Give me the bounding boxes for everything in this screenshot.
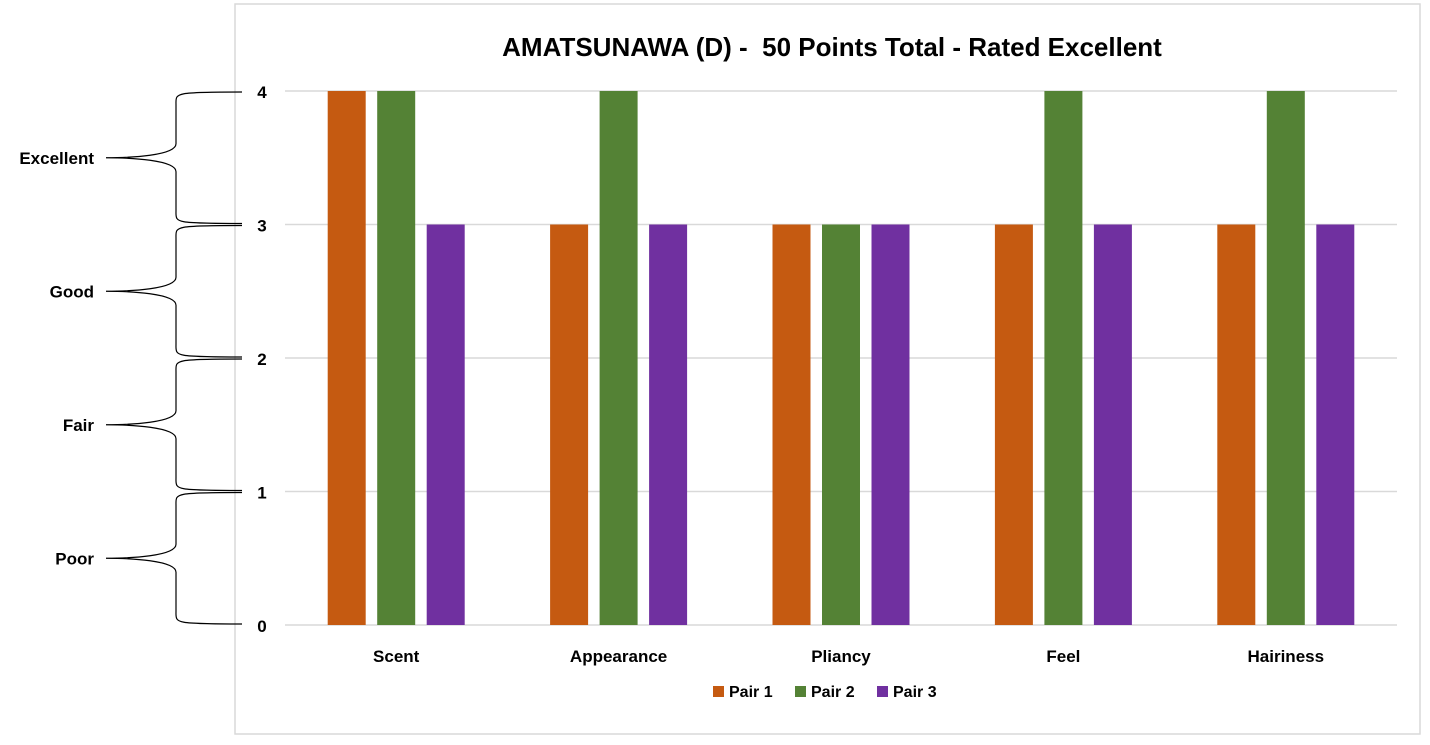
bar-feel-pair-3	[1093, 224, 1132, 625]
bar-scent-pair-2	[377, 91, 416, 625]
bar-scent-pair-3	[426, 224, 465, 625]
band-label-poor: Poor	[55, 549, 94, 568]
bar-pliancy-pair-1	[772, 224, 811, 625]
legend-label: Pair 1	[729, 684, 773, 701]
bar-hairiness-pair-3	[1316, 224, 1355, 625]
bar-appearance-pair-3	[649, 224, 688, 625]
y-tick-label: 0	[257, 617, 266, 636]
y-tick-label: 1	[257, 484, 266, 503]
x-axis-tick-labels: Scent Appearance Pliancy Feel Hairiness	[373, 647, 1324, 666]
x-tick-label: Pliancy	[811, 647, 871, 666]
bar-pliancy-pair-3	[871, 224, 910, 625]
y-tick-label: 2	[257, 350, 266, 369]
x-tick-label: Appearance	[570, 647, 667, 666]
brace-poor	[105, 491, 243, 625]
bar-hairiness-pair-1	[1217, 224, 1256, 625]
bar-feel-pair-1	[994, 224, 1033, 625]
y-tick-label: 4	[257, 83, 267, 102]
brace-fair	[105, 358, 243, 492]
band-label-good: Good	[50, 282, 94, 301]
legend-swatch-pair-3	[877, 686, 888, 697]
legend-swatch-pair-2	[795, 686, 806, 697]
x-tick-label: Hairiness	[1248, 647, 1325, 666]
y-axis-tick-labels: 0 1 2 3 4	[257, 83, 267, 636]
y-tick-label: 3	[257, 217, 266, 236]
brace-good	[105, 224, 243, 358]
legend-label: Pair 3	[893, 684, 937, 701]
bar-scent-pair-1	[327, 91, 366, 625]
rating-bands: Excellent Good Fair Poor	[19, 91, 243, 625]
bar-hairiness-pair-2	[1266, 91, 1305, 625]
x-tick-label: Feel	[1046, 647, 1080, 666]
bar-appearance-pair-2	[599, 91, 638, 625]
band-label-excellent: Excellent	[19, 149, 94, 168]
bar-pliancy-pair-2	[822, 224, 860, 625]
legend-swatch-pair-1	[713, 686, 724, 697]
legend: Pair 1 Pair 2 Pair 3	[713, 684, 937, 701]
chart-title: AMATSUNAWA (D) - 50 Points Total - Rated…	[502, 32, 1162, 62]
bar-feel-pair-2	[1044, 91, 1083, 625]
x-tick-label: Scent	[373, 647, 420, 666]
band-label-fair: Fair	[63, 416, 95, 435]
brace-excellent	[105, 91, 243, 225]
bar-appearance-pair-1	[550, 224, 589, 625]
legend-label: Pair 2	[811, 684, 855, 701]
bars	[327, 91, 1355, 625]
